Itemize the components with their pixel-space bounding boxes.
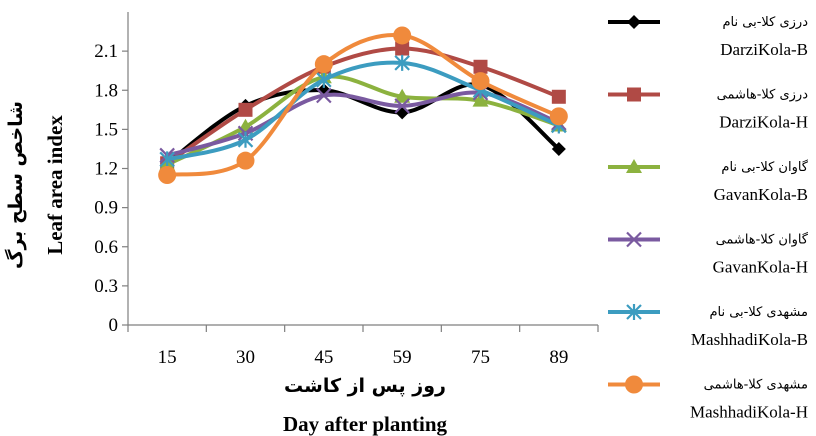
y-tick-label: 0.3 bbox=[94, 276, 118, 297]
data-point-square bbox=[238, 102, 253, 117]
data-point-square bbox=[551, 89, 566, 104]
data-point-x bbox=[394, 98, 410, 114]
legend-label-fa: درزی کلا-هاشمی bbox=[717, 88, 809, 103]
legend-label-en: MashhadiKola-B bbox=[691, 330, 808, 349]
legend-label-fa: مشهدی کلا-هاشمی bbox=[704, 378, 808, 393]
data-point-triangle bbox=[394, 88, 411, 103]
legend-marker bbox=[626, 159, 642, 173]
x-tick-label: 59 bbox=[393, 347, 412, 368]
legend-label-fa: گاوان کلا-بی نام bbox=[721, 159, 808, 175]
legend-marker bbox=[627, 87, 641, 102]
legend: درزی کلا-بی نام DarziKola-B درزی کلا-هاشمی… bbox=[608, 15, 809, 422]
legend-label-en: GavanKola-H bbox=[713, 258, 808, 277]
axes bbox=[127, 12, 598, 326]
y-axis-title-en: Leaf area index bbox=[43, 115, 67, 255]
data-point-triangle bbox=[472, 92, 489, 107]
legend-entry: گاوان کلا-هاشمی GavanKola-H bbox=[608, 232, 809, 277]
data-point-circle bbox=[236, 151, 255, 170]
x-tick-label: 89 bbox=[549, 347, 568, 368]
data-point-circle bbox=[393, 26, 412, 45]
data-point-circle bbox=[471, 72, 490, 91]
data-point-star bbox=[394, 54, 410, 71]
legend-label-fa: مشهدی کلا-بی نام bbox=[709, 305, 808, 320]
legend-marker bbox=[625, 375, 643, 394]
series-line bbox=[165, 60, 561, 162]
series-line bbox=[165, 46, 561, 166]
y-tick-label: 1.8 bbox=[94, 80, 118, 101]
y-axis-title-fa: شاخص سطح برگ bbox=[4, 101, 27, 269]
series-line bbox=[165, 74, 561, 167]
series-mashhadikola-b bbox=[159, 54, 567, 168]
legend-entry: درزی کلا-بی نام DarziKola-B bbox=[608, 15, 808, 59]
x-axis-title-fa: روز پس از کاشت bbox=[284, 375, 446, 397]
y-ticks: 0 0.3 0.6 0.9 1.2 1.5 1.8 2.1 bbox=[94, 41, 128, 336]
legend-marker bbox=[626, 304, 642, 320]
legend-entry: مشهدی کلا-هاشمی MashhadiKola-H bbox=[608, 375, 808, 422]
x-tick-label: 75 bbox=[471, 347, 490, 368]
legend-label-fa: گاوان کلا-هاشمی bbox=[716, 232, 809, 248]
data-point-x bbox=[316, 87, 332, 104]
y-tick-label: 1.5 bbox=[94, 119, 118, 140]
data-point-circle bbox=[549, 107, 568, 126]
x-tick-label: 45 bbox=[314, 347, 333, 368]
x-tick-label: 30 bbox=[236, 347, 255, 368]
data-point-circle bbox=[314, 55, 333, 74]
y-tick-label: 1.2 bbox=[94, 159, 118, 180]
legend-entry: درزی کلا-هاشمی DarziKola-H bbox=[608, 87, 809, 132]
legend-label-en: GavanKola-B bbox=[714, 185, 808, 204]
series-mashhadikola-h bbox=[158, 26, 568, 185]
legend-label-en: DarziKola-B bbox=[720, 40, 808, 59]
y-tick-label: 0 bbox=[109, 315, 119, 336]
y-tick-label: 0.6 bbox=[94, 237, 118, 258]
legend-label-fa: درزی کلا-بی نام bbox=[722, 15, 808, 30]
data-point-star bbox=[316, 71, 332, 88]
legend-entry: گاوان کلا-بی نام GavanKola-B bbox=[608, 159, 809, 204]
data-point-square bbox=[395, 41, 410, 56]
data-point-square bbox=[473, 59, 488, 74]
data-point-star bbox=[237, 131, 254, 148]
y-tick-label: 2.1 bbox=[94, 41, 118, 62]
legend-label-en: DarziKola-H bbox=[719, 113, 808, 132]
x-tick-label: 15 bbox=[158, 347, 177, 368]
y-tick-label: 0.9 bbox=[94, 198, 118, 219]
data-point-star bbox=[159, 151, 175, 168]
legend-marker bbox=[627, 15, 641, 29]
legend-entry: مشهدی کلا-بی نام MashhadiKola-B bbox=[608, 304, 808, 349]
series-layer bbox=[158, 26, 568, 185]
legend-marker bbox=[626, 231, 642, 248]
legend-label-en: MashhadiKola-H bbox=[690, 403, 808, 422]
x-axis-title-en: Day after planting bbox=[283, 412, 448, 436]
data-point-circle bbox=[158, 166, 177, 185]
data-point-diamond bbox=[551, 141, 566, 156]
x-ticks: 15 30 45 59 75 89 bbox=[127, 325, 599, 368]
